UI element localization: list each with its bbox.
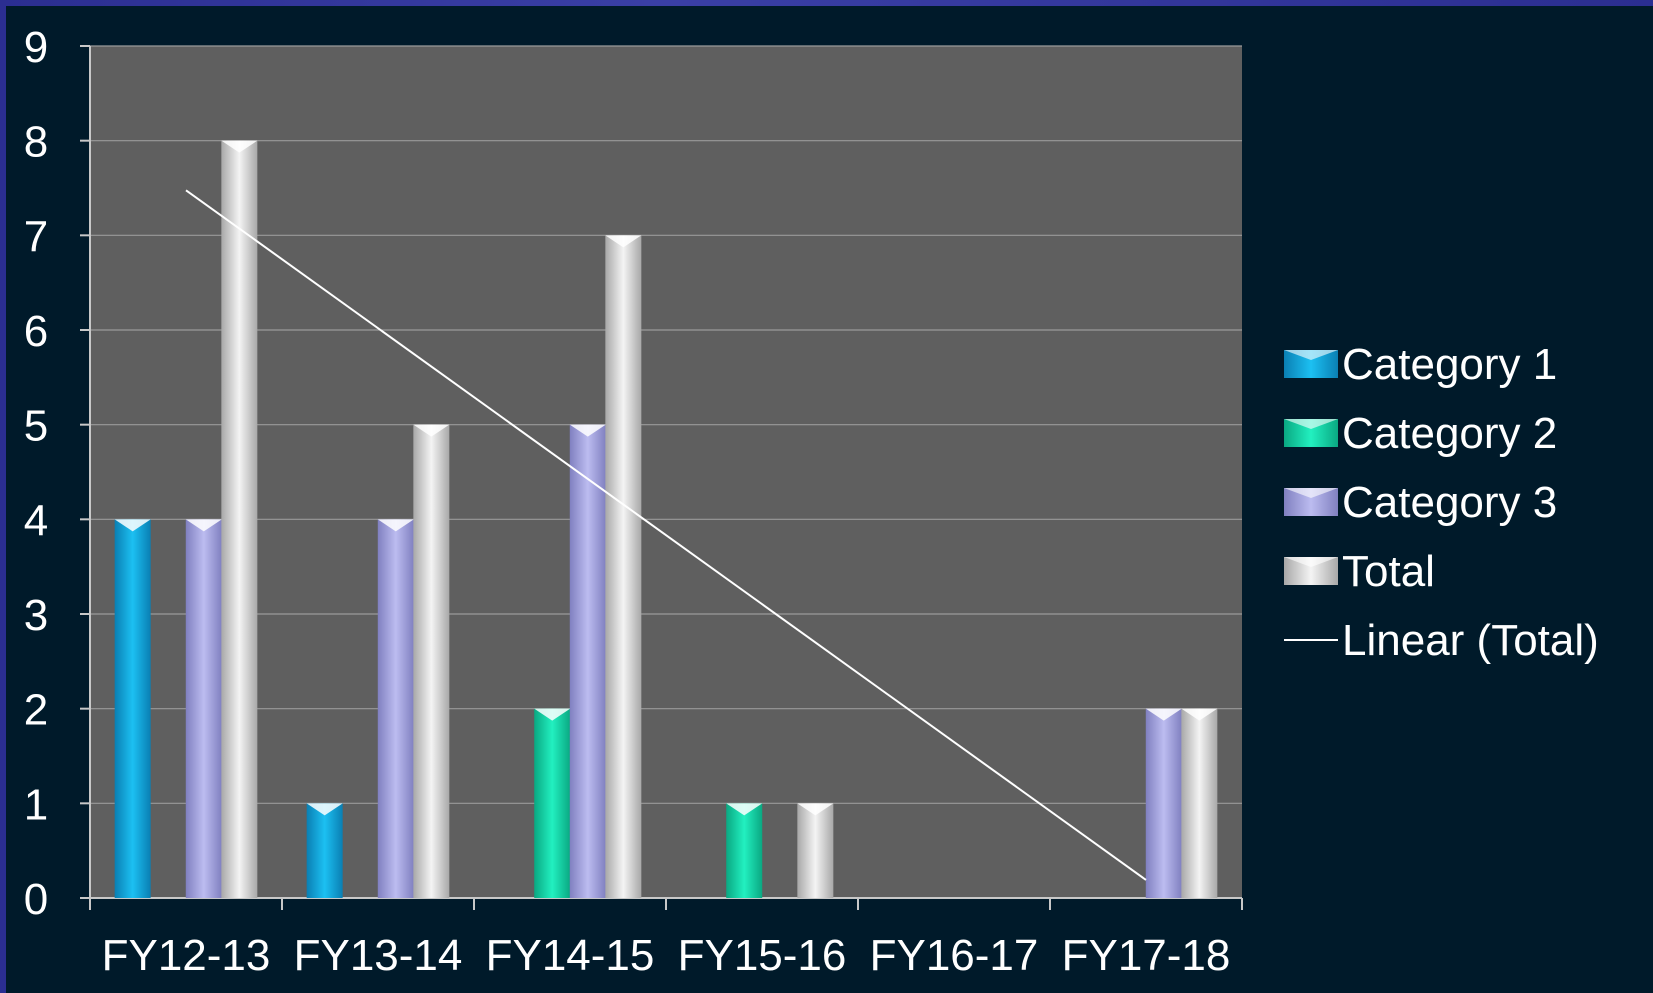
x-tick-label: FY17-18 — [1062, 931, 1231, 980]
legend-swatch-bevel — [1284, 488, 1338, 498]
bar-category-1 — [114, 519, 151, 898]
x-tick-label: FY15-16 — [678, 931, 847, 980]
bar-category-1 — [306, 803, 343, 898]
trendline-total — [185, 189, 1147, 881]
bar-bevel — [221, 140, 258, 153]
x-tick-label: FY14-15 — [486, 931, 655, 980]
legend: Category 1 Category 2 Category 3 Total Linea… — [1284, 340, 1599, 665]
bar-category-3 — [377, 519, 414, 898]
plot-area — [90, 46, 1242, 898]
bar-total — [221, 140, 258, 898]
bar-total — [605, 235, 642, 899]
bar-category-2 — [726, 803, 763, 898]
bar-category-3 — [569, 424, 606, 898]
bar-bevel — [1181, 708, 1218, 721]
bar-bevel — [797, 803, 834, 816]
bar-bevel — [534, 708, 571, 721]
bar-bevel — [306, 803, 343, 816]
bar-category-3 — [1145, 708, 1182, 898]
x-tick-label: FY16-17 — [870, 931, 1039, 980]
bar-bevel — [185, 519, 222, 532]
bar-bevel — [377, 519, 414, 532]
bar-bevel — [1145, 708, 1182, 721]
bar-category-3 — [185, 519, 222, 898]
y-tick-label: 4 — [24, 496, 48, 545]
y-tick-label: 7 — [24, 212, 48, 261]
bar-bevel — [605, 235, 642, 248]
y-tick-label: 5 — [24, 402, 48, 451]
bar-total — [413, 424, 450, 898]
bar-bevel — [114, 519, 151, 532]
x-tick-label: FY13-14 — [294, 931, 463, 980]
legend-swatch-bevel — [1284, 419, 1338, 429]
y-tick-label: 3 — [24, 591, 48, 640]
legend-swatch-bevel — [1284, 350, 1338, 360]
bar-total — [797, 803, 834, 898]
x-tick-label: FY12-13 — [102, 931, 271, 980]
bar-bevel — [726, 803, 763, 816]
legend-label-category-2: Category 2 — [1342, 409, 1557, 458]
y-tick-label: 1 — [24, 780, 48, 829]
bar-bevel — [413, 424, 450, 437]
legend-label-total: Total — [1342, 547, 1435, 596]
bar-bevel — [569, 424, 606, 437]
y-tick-label: 9 — [24, 23, 48, 72]
y-tick-label: 8 — [24, 118, 48, 167]
y-tick-label: 6 — [24, 307, 48, 356]
legend-label-category-3: Category 3 — [1342, 478, 1557, 527]
legend-label-linear-total: Linear (Total) — [1342, 616, 1599, 665]
legend-swatch-bevel — [1284, 557, 1338, 567]
bar-category-2 — [534, 708, 571, 898]
y-tick-label: 2 — [24, 686, 48, 735]
legend-label-category-1: Category 1 — [1342, 340, 1557, 389]
y-tick-label: 0 — [24, 875, 48, 924]
bar-total — [1181, 708, 1218, 898]
